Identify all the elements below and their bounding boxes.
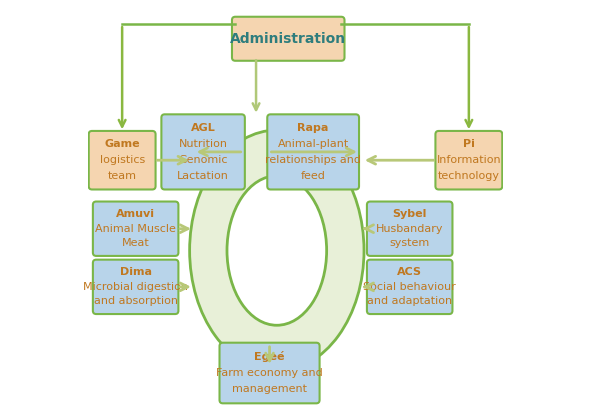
Text: Administration: Administration [230, 32, 346, 46]
Text: system: system [389, 238, 430, 248]
FancyBboxPatch shape [219, 343, 320, 403]
FancyBboxPatch shape [267, 115, 359, 189]
Text: Meat: Meat [122, 238, 150, 248]
FancyBboxPatch shape [232, 17, 345, 61]
Text: management: management [232, 385, 307, 394]
Ellipse shape [190, 130, 364, 371]
FancyBboxPatch shape [161, 115, 245, 189]
Text: Husbandary: Husbandary [376, 224, 443, 234]
Text: Dima: Dima [119, 268, 152, 278]
Ellipse shape [227, 176, 327, 325]
Text: Animal Muscle: Animal Muscle [95, 224, 176, 234]
Text: team: team [108, 171, 137, 181]
Text: Microbial digestion: Microbial digestion [83, 282, 188, 292]
Text: Sybel: Sybel [392, 209, 427, 219]
FancyBboxPatch shape [93, 260, 178, 314]
Text: and absorption: and absorption [93, 296, 178, 306]
Text: Amuvi: Amuvi [116, 209, 155, 219]
FancyBboxPatch shape [89, 131, 155, 189]
Text: Nutrition: Nutrition [178, 139, 228, 149]
Text: logistics: logistics [99, 155, 145, 165]
Text: relationships and: relationships and [265, 155, 361, 165]
Text: feed: feed [301, 171, 326, 181]
FancyBboxPatch shape [367, 260, 453, 314]
Text: AGL: AGL [191, 123, 216, 133]
Text: Pi: Pi [463, 140, 475, 150]
Text: Information: Information [437, 155, 501, 165]
Text: Egeé: Egeé [254, 351, 285, 362]
FancyBboxPatch shape [367, 201, 453, 256]
Text: ACS: ACS [397, 268, 422, 278]
Text: Rapa: Rapa [297, 123, 329, 133]
Text: Game: Game [105, 140, 140, 150]
Text: Social behaviour: Social behaviour [363, 282, 456, 292]
FancyBboxPatch shape [436, 131, 502, 189]
Text: technology: technology [438, 171, 500, 181]
Text: and adaptation: and adaptation [367, 296, 452, 306]
Text: Lactation: Lactation [177, 171, 229, 181]
Text: Farm economy and: Farm economy and [216, 368, 323, 378]
FancyBboxPatch shape [93, 201, 178, 256]
Text: Genomic: Genomic [178, 155, 228, 165]
Text: Animal-plant: Animal-plant [278, 139, 349, 149]
